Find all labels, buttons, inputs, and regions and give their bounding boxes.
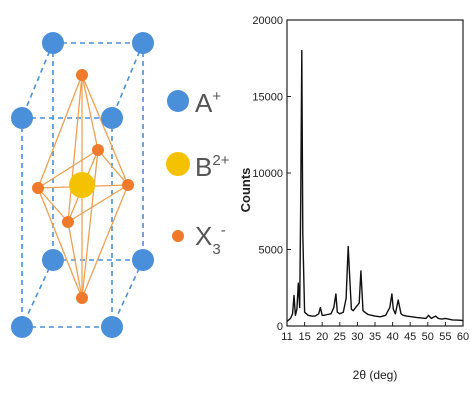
y-axis-label: Counts bbox=[238, 168, 253, 213]
x-tick-label: 40 bbox=[386, 331, 398, 343]
a-site-atom bbox=[42, 249, 64, 271]
gold-sphere-icon bbox=[166, 152, 190, 176]
cube-edge bbox=[21, 259, 54, 328]
x-tick-label: 30 bbox=[351, 331, 363, 343]
x-tick-label: 50 bbox=[422, 331, 434, 343]
x-tick-label: 15 bbox=[298, 331, 310, 343]
y-tick-label: 10000 bbox=[252, 168, 283, 180]
legend: A+ B2+ X3- bbox=[166, 88, 230, 258]
a-site-atom bbox=[11, 107, 33, 129]
cube-edge bbox=[111, 259, 144, 328]
cube-edge bbox=[111, 42, 144, 119]
legend-label-b: B2+ bbox=[195, 152, 230, 182]
a-site-atom bbox=[11, 316, 33, 338]
cage-line bbox=[37, 149, 99, 189]
legend-label-a: A+ bbox=[195, 88, 221, 118]
y-tick-label: 15000 bbox=[252, 92, 283, 104]
a-site-atom bbox=[132, 32, 154, 54]
cage-line bbox=[37, 74, 83, 189]
x-site-atom bbox=[32, 182, 44, 194]
legend-entry-x: X3- bbox=[172, 221, 226, 258]
b-site-atom bbox=[69, 172, 95, 198]
x-site-atom bbox=[62, 216, 74, 228]
xrd-chart: 0 5000 10000 15000 20000 11 15 20 25 30 35 40 45 50 5… bbox=[238, 15, 469, 382]
a-site-atom bbox=[42, 32, 64, 54]
cage-line bbox=[81, 184, 129, 299]
x-site-atom bbox=[76, 69, 88, 81]
x-axis-label: 2θ (deg) bbox=[353, 368, 398, 382]
large-blue-sphere-icon bbox=[167, 90, 189, 112]
y-tick-label: 20000 bbox=[252, 15, 283, 27]
x-site-atom bbox=[122, 179, 134, 191]
cage-line bbox=[67, 74, 83, 223]
unit-cell-cube bbox=[21, 42, 144, 328]
diffraction-trace bbox=[286, 49, 464, 322]
legend-entry-a: A+ bbox=[167, 88, 221, 118]
octahedron-cage bbox=[37, 74, 129, 299]
cage-line bbox=[81, 74, 129, 186]
cage-line bbox=[81, 149, 99, 299]
x-site-atom bbox=[92, 144, 104, 156]
x-tick-label: 35 bbox=[369, 331, 381, 343]
y-ticks: 0 5000 10000 15000 20000 bbox=[252, 15, 291, 333]
x-ticks: 11 15 20 25 30 35 40 45 50 55 60 bbox=[281, 322, 469, 343]
x-tick-label: 25 bbox=[334, 331, 346, 343]
x-tick-label: 20 bbox=[316, 331, 328, 343]
x-tick-label: 55 bbox=[439, 331, 451, 343]
small-orange-sphere-icon bbox=[172, 230, 184, 242]
cage-line bbox=[97, 149, 129, 186]
legend-entry-b: B2+ bbox=[166, 152, 230, 182]
plot-frame bbox=[286, 19, 464, 327]
y-tick-label: 0 bbox=[277, 321, 283, 333]
a-site-atom bbox=[132, 249, 154, 271]
x-tick-label: 60 bbox=[457, 331, 469, 343]
crystal-structure-diagram: A+ B2+ X3- bbox=[11, 32, 230, 338]
cage-line bbox=[37, 187, 69, 223]
a-site-atom bbox=[101, 107, 123, 129]
y-tick-label: 5000 bbox=[259, 245, 283, 257]
cage-line bbox=[67, 184, 129, 223]
x-tick-label: 45 bbox=[404, 331, 416, 343]
atoms bbox=[11, 32, 154, 338]
cube-edge bbox=[21, 42, 54, 119]
x-tick-label: 11 bbox=[281, 331, 292, 343]
cage-line bbox=[37, 187, 83, 299]
cage-line bbox=[67, 221, 83, 299]
legend-label-x: X3- bbox=[195, 221, 226, 258]
cage-line bbox=[81, 74, 99, 151]
x-site-atom bbox=[76, 292, 88, 304]
a-site-atom bbox=[101, 316, 123, 338]
